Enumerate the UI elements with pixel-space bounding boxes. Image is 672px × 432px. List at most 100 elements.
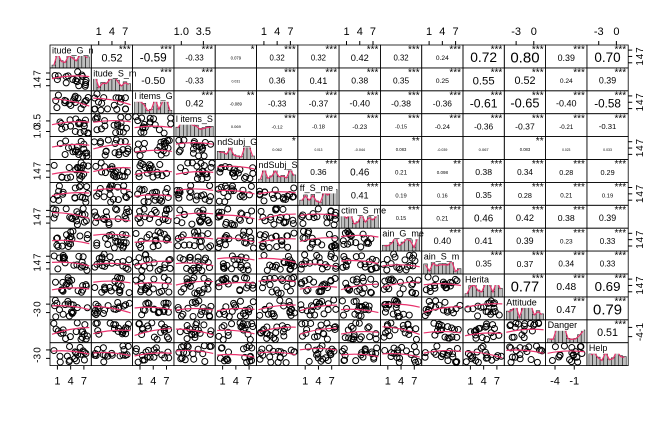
scatter-dot xyxy=(70,261,78,269)
scatter-dot xyxy=(301,251,309,259)
scatter-dot xyxy=(70,96,78,104)
fit-line xyxy=(175,212,214,217)
scatter-dot xyxy=(331,216,339,224)
scatter-dot xyxy=(244,306,252,314)
scatter-dot xyxy=(237,253,245,261)
scatter-dot xyxy=(55,182,63,190)
scatter-dot xyxy=(327,253,335,261)
correlation-value: 0.47 xyxy=(556,305,576,316)
variable-name: itude_S_m xyxy=(93,68,136,78)
scatter-dot xyxy=(145,231,153,239)
correlation-value: 0.34 xyxy=(558,260,574,269)
scatter-dot xyxy=(200,285,208,293)
significance-stars: *** xyxy=(491,228,503,239)
fit-line xyxy=(382,352,420,358)
scatter-dot xyxy=(389,310,397,318)
correlation-value: 0.32 xyxy=(311,54,326,63)
scatter-dot xyxy=(330,323,338,331)
x-tick-label: 7 xyxy=(370,26,376,38)
scatter-dot xyxy=(72,146,80,154)
scatter-dot xyxy=(311,258,319,266)
scatter-dot xyxy=(160,137,168,145)
y-tick-label: -3 xyxy=(33,353,44,362)
correlation-value: -0.23 xyxy=(352,124,367,131)
scatter-dot xyxy=(59,310,67,318)
fit-line xyxy=(93,351,131,357)
name-bg xyxy=(257,160,295,171)
scatter-dot xyxy=(314,205,322,213)
scatter-dot xyxy=(280,332,288,340)
scatter-dot xyxy=(489,333,497,341)
scatter-dot xyxy=(132,276,140,284)
scatter-dot xyxy=(533,358,541,366)
scatter-dot xyxy=(478,334,486,342)
scatter-dot xyxy=(408,288,416,296)
fit-line xyxy=(134,170,172,176)
scatter-dot xyxy=(180,241,188,249)
scatter-dot xyxy=(58,242,66,250)
scatter-dot xyxy=(101,151,109,159)
y-tick-label: 7 xyxy=(635,184,646,190)
correlation-value: 0.37 xyxy=(517,259,534,269)
scatter-dot xyxy=(177,164,185,172)
scatter-dot xyxy=(116,289,124,297)
scatter-dot xyxy=(277,275,285,283)
hist-bar xyxy=(539,313,544,321)
significance-stars: *** xyxy=(573,228,585,239)
scatter-dot xyxy=(433,342,441,350)
scatter-dot xyxy=(183,275,191,283)
scatter-dot xyxy=(80,127,88,135)
scatter-dot xyxy=(194,232,202,240)
fit-line xyxy=(93,218,131,222)
scatter-dot xyxy=(449,309,457,317)
correlation-value: 0.069 xyxy=(231,124,242,129)
correlation-value: 0.067 xyxy=(479,147,490,152)
scatter-dot xyxy=(339,311,347,319)
scatter-dot xyxy=(98,168,106,176)
scatter-dot xyxy=(490,299,498,307)
scatter-dot xyxy=(276,265,284,273)
y-tick-label: 1 xyxy=(635,60,646,66)
scatter-dot xyxy=(361,346,369,354)
scatter-dot xyxy=(53,235,61,243)
correlation-value: 0.46 xyxy=(350,168,370,179)
scatter-dot xyxy=(289,193,297,201)
x-tick-label: 1 xyxy=(426,26,432,38)
scatter-dot xyxy=(136,152,144,160)
scatter-dot xyxy=(285,297,293,305)
significance-stars: ** xyxy=(247,90,255,101)
scatter-dot xyxy=(136,162,144,170)
significance-stars: *** xyxy=(367,45,379,56)
scatter-dot xyxy=(330,296,338,304)
x-tick-label: -4 xyxy=(550,376,560,388)
scatter-dot xyxy=(393,354,401,362)
scatter-dot xyxy=(63,280,71,288)
correlation-value: 0.48 xyxy=(556,282,576,293)
scatter-dot xyxy=(80,356,88,364)
name-bg xyxy=(464,275,502,285)
scatter-dot xyxy=(372,335,380,343)
scatter-dot xyxy=(481,323,489,331)
x-tick-label: 4 xyxy=(68,376,74,388)
scatter-dot xyxy=(163,234,171,242)
fit-line xyxy=(175,262,214,267)
scatter-dot xyxy=(385,332,393,340)
hist-bar xyxy=(85,56,90,69)
scatter-dot xyxy=(353,275,361,283)
scatter-dot xyxy=(207,342,215,350)
x-tick-label: 7 xyxy=(329,376,335,388)
significance-stars: *** xyxy=(573,45,585,56)
scatter-dot xyxy=(54,72,62,80)
scatter-dot xyxy=(166,255,174,263)
scatter-dot xyxy=(405,311,413,319)
scatter-dot xyxy=(147,162,155,170)
variable-name: ctim_S_me xyxy=(341,206,386,216)
fit-line xyxy=(341,259,379,265)
scatter-dot xyxy=(115,151,123,159)
significance-stars: *** xyxy=(532,45,544,56)
scatter-dot xyxy=(62,205,70,213)
scatter-dot xyxy=(527,319,535,327)
correlation-value: 0.39 xyxy=(558,53,575,63)
scatter-dot xyxy=(158,172,166,180)
significance-stars: ** xyxy=(412,136,420,147)
